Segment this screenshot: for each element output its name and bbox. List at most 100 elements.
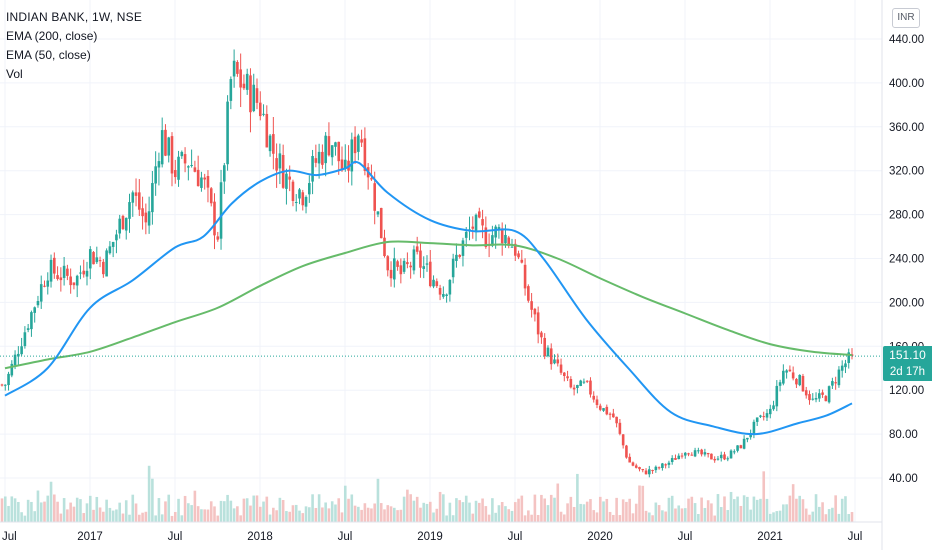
candle-body bbox=[700, 449, 703, 455]
candle-body bbox=[39, 284, 43, 302]
candle-body bbox=[683, 452, 687, 456]
candle-body bbox=[200, 177, 203, 188]
candle-body bbox=[710, 453, 713, 460]
volume-bar bbox=[13, 498, 17, 522]
candle-body bbox=[530, 301, 533, 310]
candle-body bbox=[363, 138, 367, 171]
candle-body bbox=[141, 208, 144, 217]
candle-body bbox=[151, 183, 154, 213]
volume-bar bbox=[226, 494, 229, 522]
candle-body bbox=[245, 73, 249, 90]
candle-body bbox=[458, 254, 461, 257]
candle-body bbox=[736, 445, 739, 451]
candle-body bbox=[598, 405, 602, 410]
volume-bar bbox=[628, 498, 631, 522]
volume-bar bbox=[850, 512, 854, 522]
volume-bar bbox=[785, 504, 788, 522]
volume-bar bbox=[85, 503, 89, 522]
candle-body bbox=[432, 279, 435, 287]
legend-volume[interactable]: Vol bbox=[6, 67, 23, 81]
volume-bar bbox=[612, 514, 615, 522]
candle-body bbox=[713, 458, 716, 461]
volume-bar bbox=[595, 512, 599, 522]
candle-body bbox=[209, 188, 213, 204]
legend-symbol-title[interactable]: INDIAN BANK, 1W, NSE bbox=[6, 10, 143, 24]
y-tick-label: 440.00 bbox=[889, 34, 924, 46]
volume-bar bbox=[543, 498, 546, 522]
volume-bar bbox=[844, 496, 847, 522]
candle-body bbox=[26, 328, 30, 330]
candle-body bbox=[775, 385, 779, 407]
candle-body bbox=[523, 264, 527, 289]
volume-bar bbox=[314, 507, 318, 522]
volume-bar bbox=[389, 506, 393, 522]
candle-body bbox=[379, 207, 383, 239]
candle-body bbox=[190, 165, 193, 167]
candle-body bbox=[834, 382, 837, 384]
volume-bar bbox=[108, 507, 112, 522]
volume-bar bbox=[602, 501, 605, 522]
volume-bar bbox=[128, 514, 131, 522]
volume-bar bbox=[190, 505, 193, 522]
candle-body bbox=[451, 258, 455, 278]
volume-bar bbox=[294, 504, 298, 522]
candle-body bbox=[628, 456, 631, 463]
y-tick-label: 280.00 bbox=[889, 210, 924, 222]
volume-bar bbox=[837, 513, 841, 522]
candle-body bbox=[144, 212, 148, 223]
volume-bar bbox=[92, 509, 95, 522]
candle-body bbox=[651, 470, 654, 472]
volume-bar bbox=[88, 495, 92, 522]
candle-body bbox=[654, 466, 658, 471]
candle-body bbox=[572, 387, 576, 390]
candle-body bbox=[399, 265, 403, 275]
volume-bar bbox=[533, 494, 537, 522]
candle-body bbox=[370, 178, 373, 180]
candle-body bbox=[520, 259, 524, 263]
chart-legend: INDIAN BANK, 1W, NSE EMA (200, close) EM… bbox=[6, 8, 142, 84]
volume-bar bbox=[39, 502, 43, 522]
candle-body bbox=[494, 226, 497, 238]
volume-bar bbox=[719, 507, 723, 522]
volume-bar bbox=[379, 503, 383, 522]
volume-bar bbox=[242, 498, 246, 522]
volume-bar bbox=[170, 515, 174, 522]
volume-bar bbox=[759, 498, 762, 522]
candle-body bbox=[703, 452, 707, 455]
volume-bar bbox=[79, 499, 82, 522]
volume-bar bbox=[451, 515, 455, 522]
legend-ema200[interactable]: EMA (200, close) bbox=[6, 29, 98, 43]
volume-bar bbox=[291, 505, 295, 522]
volume-bar bbox=[111, 510, 115, 522]
volume-bar bbox=[98, 507, 102, 522]
candle-body bbox=[393, 258, 396, 280]
candle-body bbox=[343, 159, 347, 168]
x-tick-label: Jul bbox=[2, 531, 17, 543]
currency-button[interactable]: INR bbox=[892, 8, 920, 28]
volume-bar bbox=[775, 511, 779, 522]
volume-bar bbox=[396, 510, 399, 522]
volume-bar bbox=[563, 514, 566, 522]
candle-body bbox=[334, 142, 337, 147]
candle-body bbox=[406, 262, 409, 265]
volume-bar bbox=[755, 499, 759, 522]
volume-bar bbox=[726, 510, 730, 522]
volume-bar bbox=[59, 513, 63, 522]
candle-body bbox=[124, 217, 128, 231]
volume-bar bbox=[700, 497, 703, 522]
candle-body bbox=[585, 380, 589, 382]
candle-body bbox=[716, 458, 720, 460]
volume-bar bbox=[827, 509, 831, 522]
volume-bar bbox=[831, 507, 834, 522]
volume-bar bbox=[203, 509, 206, 522]
candle-body bbox=[216, 236, 220, 240]
candle-body bbox=[634, 465, 638, 468]
candle-body bbox=[193, 167, 197, 172]
volume-bar bbox=[177, 498, 180, 522]
volume-bar bbox=[46, 495, 50, 522]
volume-bar bbox=[275, 510, 278, 522]
candle-body bbox=[648, 469, 651, 475]
volume-bar bbox=[373, 503, 376, 522]
legend-ema50[interactable]: EMA (50, close) bbox=[6, 48, 91, 62]
